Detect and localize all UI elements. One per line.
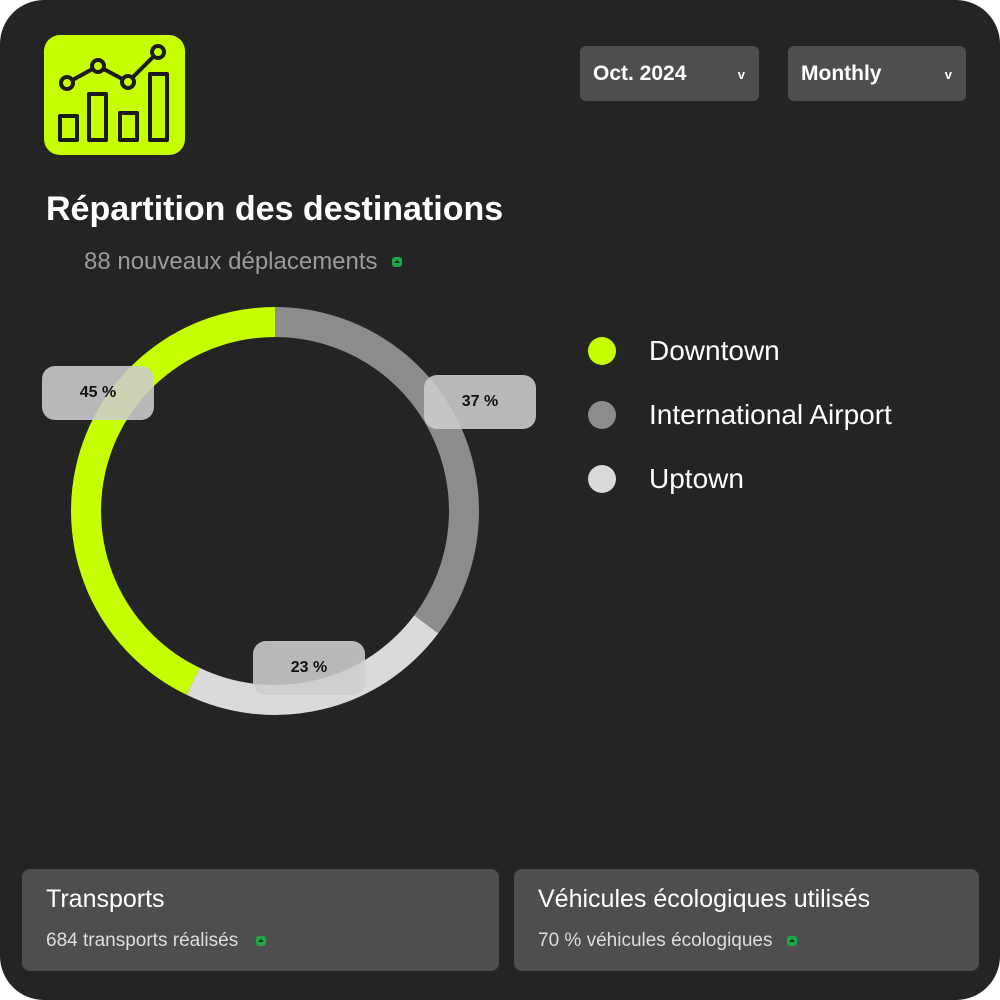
donut-label-international-airport: 37 % xyxy=(424,375,536,429)
legend-swatch xyxy=(588,465,616,493)
chart-title: Répartition des destinations xyxy=(46,190,504,228)
eco-vehicles-stat-card: Véhicules écologiques utilisés 70 % véhi… xyxy=(514,869,979,971)
donut-slice-downtown xyxy=(71,307,276,695)
period-select[interactable]: Monthly v xyxy=(788,46,966,101)
period-select-value: Monthly xyxy=(801,61,882,85)
legend-label: International Airport xyxy=(649,399,892,430)
trend-up-icon xyxy=(786,936,797,946)
legend-swatch xyxy=(588,401,616,429)
legend-label: Uptown xyxy=(649,463,744,494)
chevron-down-icon: v xyxy=(944,67,952,82)
transports-stat-card: Transports 684 transports réalisés xyxy=(22,869,499,971)
transports-stat-value-row: 684 transports réalisés xyxy=(46,930,267,952)
month-select-value: Oct. 2024 xyxy=(593,61,687,85)
legend-label: Downtown xyxy=(649,335,780,366)
legend-item-international-airport: International Airport xyxy=(588,399,892,431)
month-select[interactable]: Oct. 2024 v xyxy=(580,46,759,101)
analytics-chart-icon xyxy=(44,35,185,155)
trend-up-icon xyxy=(256,936,267,946)
eco-vehicles-stat-value-row: 70 % véhicules écologiques xyxy=(538,930,797,952)
chevron-down-icon: v xyxy=(737,67,745,82)
legend-item-uptown: Uptown xyxy=(588,463,744,495)
legend-swatch xyxy=(588,337,616,365)
eco-vehicles-stat-value: 70 % véhicules écologiques xyxy=(538,930,773,951)
transports-stat-title: Transports xyxy=(46,885,165,913)
trend-up-icon xyxy=(391,257,402,267)
eco-vehicles-stat-title: Véhicules écologiques utilisés xyxy=(538,885,871,913)
legend-item-downtown: Downtown xyxy=(588,335,780,367)
transports-stat-value: 684 transports réalisés xyxy=(46,930,239,951)
donut-slice-international-airport xyxy=(274,307,479,634)
new-trips-count: 88 nouveaux déplacements xyxy=(84,248,378,275)
chart-subtitle: 88 nouveaux déplacements xyxy=(84,248,402,276)
donut-label-downtown: 45 % xyxy=(42,366,154,420)
donut-label-uptown: 23 % xyxy=(253,641,365,695)
